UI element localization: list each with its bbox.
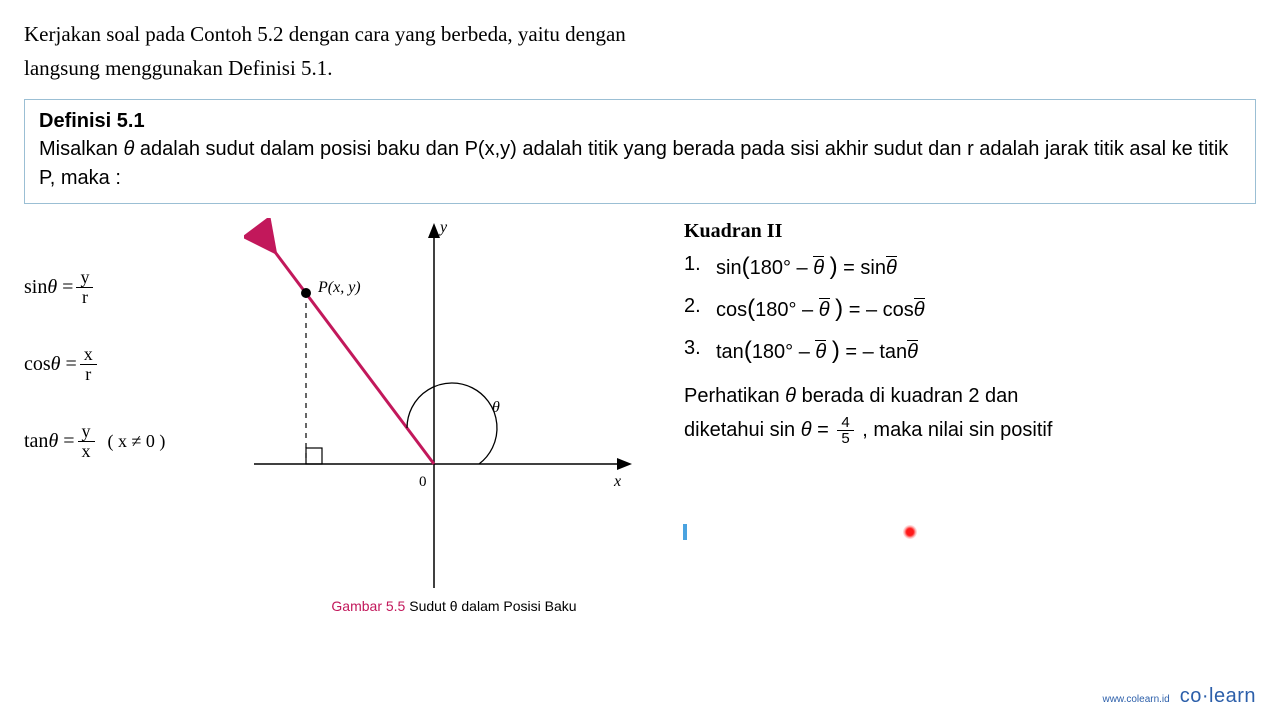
svg-text:θ: θ bbox=[492, 399, 500, 416]
tan-condition: ( x ≠ 0 ) bbox=[108, 431, 166, 452]
diagram-caption: Gambar 5.5 Sudut θ dalam Posisi Baku bbox=[244, 598, 664, 614]
identity-cos: 2. cos(180° – θ ) = – cosθ bbox=[684, 295, 1256, 323]
footer-brand: co·learn bbox=[1180, 685, 1256, 708]
definition-body: Misalkan θ adalah sudut dalam posisi bak… bbox=[39, 135, 1241, 193]
quadrant-title: Kuadran II bbox=[684, 220, 1256, 243]
note-den: 5 bbox=[837, 431, 853, 447]
identity-list: 1. sin(180° – θ ) = sinθ 2. cos(180° – θ… bbox=[684, 253, 1256, 365]
svg-text:P(x, y): P(x, y) bbox=[317, 279, 361, 296]
text-caret bbox=[683, 524, 687, 540]
formula-tan: tanθ = yx ( x ≠ 0 ) bbox=[24, 422, 224, 461]
footer-url: www.colearn.id bbox=[1102, 694, 1169, 705]
note-num: 4 bbox=[837, 415, 853, 432]
sin-num: y bbox=[76, 268, 93, 288]
identity-sin: 1. sin(180° – θ ) = sinθ bbox=[684, 253, 1256, 281]
footer: www.colearn.id co·learn bbox=[1102, 685, 1256, 708]
formula-column: sinθ = yr cosθ = xr tanθ = yx ( x ≠ 0 ) bbox=[24, 218, 224, 614]
tan-den: x bbox=[78, 442, 95, 461]
svg-text:x: x bbox=[613, 473, 621, 490]
svg-text:0: 0 bbox=[419, 474, 427, 490]
intro-line1: Kerjakan soal pada Contoh 5.2 dengan car… bbox=[24, 22, 626, 46]
identity-tan: 3. tan(180° – θ ) = – tanθ bbox=[684, 337, 1256, 365]
intro-line2: langsung menggunakan Definisi 5.1. bbox=[24, 56, 333, 80]
definition-box: Definisi 5.1 Misalkan θ adalah sudut dal… bbox=[24, 99, 1256, 204]
formula-cos: cosθ = xr bbox=[24, 345, 224, 384]
quadrant-info: Kuadran II 1. sin(180° – θ ) = sinθ 2. c… bbox=[684, 218, 1256, 614]
caption-text: Sudut θ dalam Posisi Baku bbox=[405, 598, 576, 614]
definition-title: Definisi 5.1 bbox=[39, 110, 1241, 133]
formula-sin: sinθ = yr bbox=[24, 268, 224, 307]
tan-num: y bbox=[78, 422, 95, 442]
diagram-column: y x 0 P(x, y) θ Gambar 5.5 Sudut θ dalam… bbox=[244, 218, 664, 614]
intro-text: Kerjakan soal pada Contoh 5.2 dengan car… bbox=[24, 18, 1256, 85]
cos-num: x bbox=[80, 345, 97, 365]
main-content-row: sinθ = yr cosθ = xr tanθ = yx ( x ≠ 0 ) bbox=[24, 218, 1256, 614]
sin-den: r bbox=[78, 288, 92, 307]
angle-diagram: y x 0 P(x, y) θ bbox=[244, 218, 644, 598]
quadrant-note: Perhatikan θ berada di kuadran 2 dan dik… bbox=[684, 379, 1256, 447]
svg-text:y: y bbox=[438, 219, 448, 236]
caption-label: Gambar 5.5 bbox=[331, 598, 405, 614]
pointer-highlight bbox=[903, 525, 917, 539]
cos-den: r bbox=[81, 365, 95, 384]
